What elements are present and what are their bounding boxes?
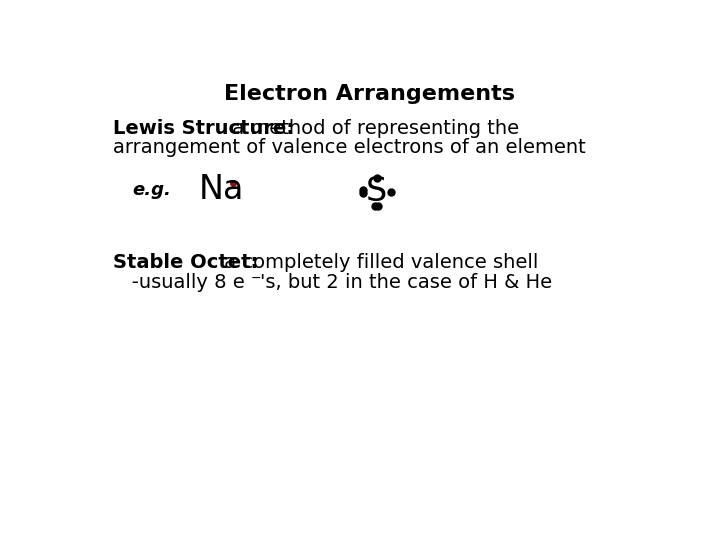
Text: -usually 8 e: -usually 8 e — [113, 273, 245, 292]
Text: Na: Na — [199, 173, 244, 206]
Text: Lewis Structure:: Lewis Structure: — [113, 119, 294, 138]
Text: −: − — [251, 272, 261, 285]
Text: e.g.: e.g. — [132, 180, 171, 199]
Text: S: S — [366, 176, 387, 208]
Text: Electron Arrangements: Electron Arrangements — [223, 84, 515, 104]
Text: a method of representing the: a method of representing the — [225, 119, 518, 138]
Text: arrangement of valence electrons of an element: arrangement of valence electrons of an e… — [113, 138, 586, 157]
Text: a completely filled valence shell: a completely filled valence shell — [218, 253, 539, 273]
Text: Stable Octet:: Stable Octet: — [113, 253, 258, 273]
Text: 's, but 2 in the case of H & He: 's, but 2 in the case of H & He — [261, 273, 553, 292]
